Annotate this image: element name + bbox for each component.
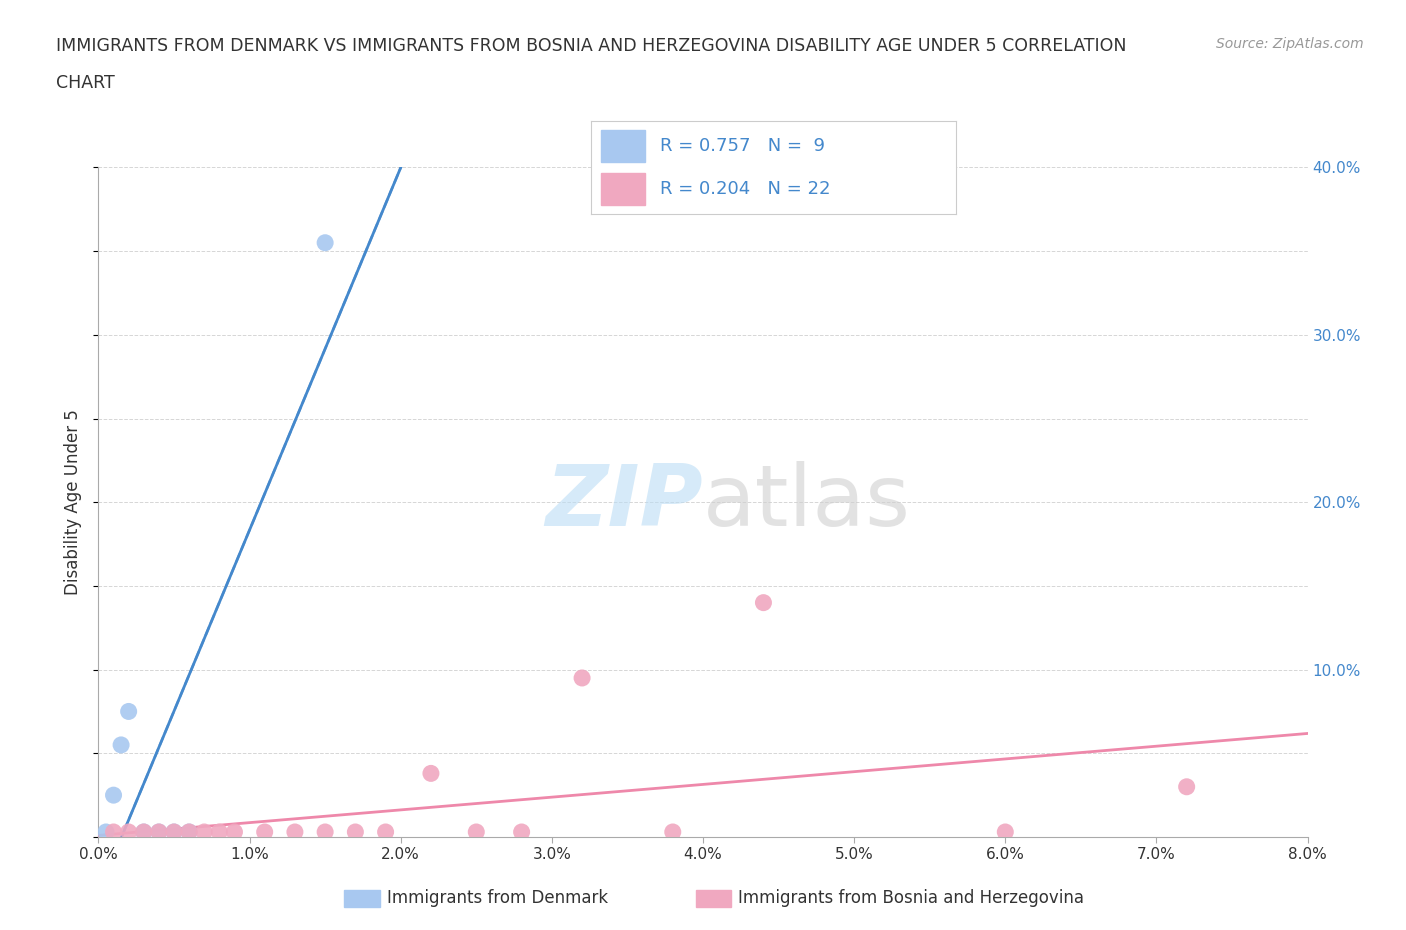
Point (94, 825, 117, 840)
Point (132, 825, 155, 840)
Point (314, 235, 336, 250)
Point (179, 825, 201, 840)
Point (662, 825, 685, 840)
Text: Immigrants from Bosnia and Herzegovina: Immigrants from Bosnia and Herzegovina (738, 889, 1084, 908)
Point (253, 825, 276, 840)
FancyBboxPatch shape (602, 130, 645, 162)
Point (103, 825, 125, 840)
Text: atlas: atlas (703, 460, 911, 544)
Point (510, 825, 533, 840)
Point (148, 825, 170, 840)
Point (132, 825, 155, 840)
Point (103, 788, 125, 803)
Text: CHART: CHART (56, 74, 115, 92)
Point (110, 737, 132, 752)
Text: ZIP: ZIP (546, 460, 703, 544)
Point (118, 704, 141, 719)
Point (284, 825, 307, 840)
Text: Source: ZipAtlas.com: Source: ZipAtlas.com (1216, 37, 1364, 51)
Point (374, 825, 396, 840)
Point (118, 825, 141, 840)
Point (420, 766, 443, 781)
Point (1175, 779, 1198, 794)
Point (208, 825, 231, 840)
Point (465, 825, 488, 840)
Point (314, 825, 336, 840)
Point (224, 825, 246, 840)
Point (148, 825, 170, 840)
Text: IMMIGRANTS FROM DENMARK VS IMMIGRANTS FROM BOSNIA AND HERZEGOVINA DISABILITY AGE: IMMIGRANTS FROM DENMARK VS IMMIGRANTS FR… (56, 37, 1126, 55)
Point (571, 671, 593, 685)
Point (344, 825, 367, 840)
Point (163, 825, 186, 840)
Text: Immigrants from Denmark: Immigrants from Denmark (387, 889, 607, 908)
Point (179, 825, 201, 840)
Y-axis label: Disability Age Under 5: Disability Age Under 5 (65, 409, 83, 595)
Text: R = 0.757   N =  9: R = 0.757 N = 9 (659, 137, 825, 155)
FancyBboxPatch shape (602, 173, 645, 205)
Point (752, 595, 775, 610)
Point (193, 825, 215, 840)
Point (994, 825, 1017, 840)
Text: R = 0.204   N = 22: R = 0.204 N = 22 (659, 179, 831, 198)
Point (163, 825, 186, 840)
